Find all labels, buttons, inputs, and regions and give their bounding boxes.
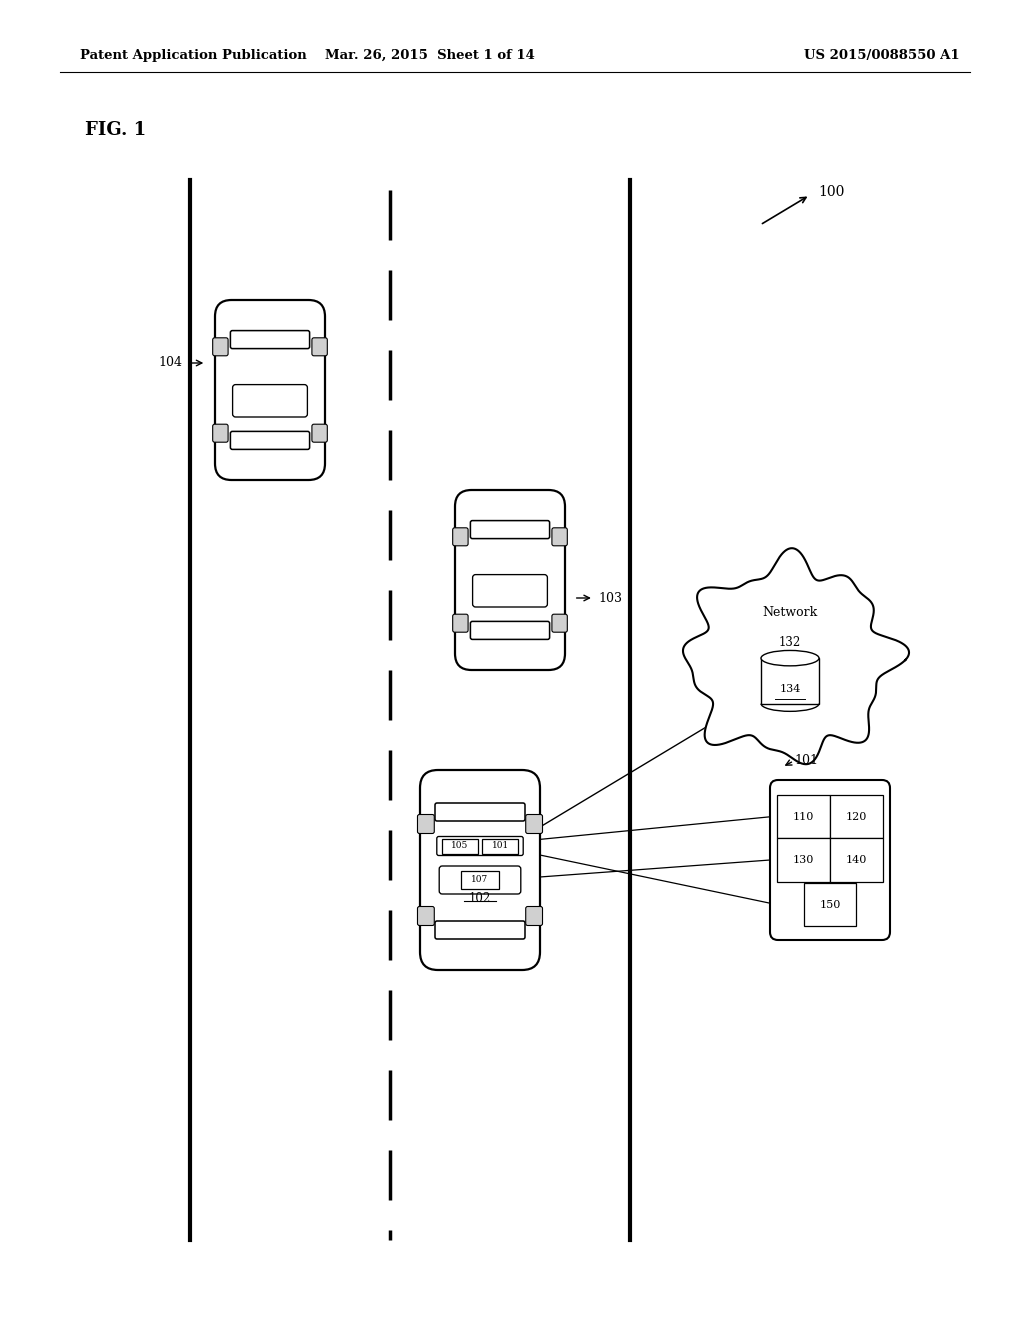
Text: 105: 105 [451,842,468,850]
FancyBboxPatch shape [215,300,325,480]
FancyBboxPatch shape [552,528,567,545]
FancyBboxPatch shape [770,780,890,940]
Text: Patent Application Publication: Patent Application Publication [80,49,307,62]
FancyBboxPatch shape [455,490,565,671]
FancyBboxPatch shape [213,338,228,356]
FancyBboxPatch shape [232,384,307,417]
FancyBboxPatch shape [230,330,309,348]
FancyBboxPatch shape [453,528,468,545]
FancyBboxPatch shape [473,574,548,607]
Text: US 2015/0088550 A1: US 2015/0088550 A1 [805,49,961,62]
FancyBboxPatch shape [525,907,543,925]
FancyBboxPatch shape [230,432,309,449]
FancyBboxPatch shape [420,770,540,970]
Ellipse shape [761,651,819,665]
Bar [761,659,819,704]
Text: 103: 103 [599,591,623,605]
Text: 110: 110 [793,812,814,822]
FancyBboxPatch shape [777,795,830,838]
Text: 140: 140 [846,855,867,865]
FancyBboxPatch shape [470,520,550,539]
FancyBboxPatch shape [777,838,830,882]
FancyBboxPatch shape [312,338,328,356]
Text: 101: 101 [492,842,509,850]
FancyBboxPatch shape [453,614,468,632]
Text: 104: 104 [158,356,182,370]
Polygon shape [683,548,909,764]
FancyBboxPatch shape [439,866,521,894]
FancyBboxPatch shape [312,424,328,442]
Text: 150: 150 [819,900,841,909]
FancyBboxPatch shape [461,871,500,888]
Text: 107: 107 [471,875,488,884]
Text: 100: 100 [818,185,845,199]
Text: Mar. 26, 2015  Sheet 1 of 14: Mar. 26, 2015 Sheet 1 of 14 [325,49,535,62]
Text: 134: 134 [779,684,801,694]
Text: FIG. 1: FIG. 1 [85,121,146,139]
FancyBboxPatch shape [830,838,883,882]
FancyBboxPatch shape [482,838,518,854]
Text: 101: 101 [794,754,818,767]
FancyBboxPatch shape [470,622,550,639]
FancyBboxPatch shape [804,883,856,927]
Text: Network: Network [763,606,817,619]
Text: 120: 120 [846,812,867,822]
FancyBboxPatch shape [435,803,525,821]
Text: 102: 102 [469,891,492,904]
FancyBboxPatch shape [441,838,477,854]
FancyBboxPatch shape [525,814,543,833]
FancyBboxPatch shape [437,837,523,855]
Text: 130: 130 [793,855,814,865]
FancyBboxPatch shape [213,424,228,442]
FancyBboxPatch shape [552,614,567,632]
FancyBboxPatch shape [435,921,525,939]
FancyBboxPatch shape [418,814,434,833]
FancyBboxPatch shape [830,795,883,838]
Text: 132: 132 [779,636,801,649]
FancyBboxPatch shape [418,907,434,925]
